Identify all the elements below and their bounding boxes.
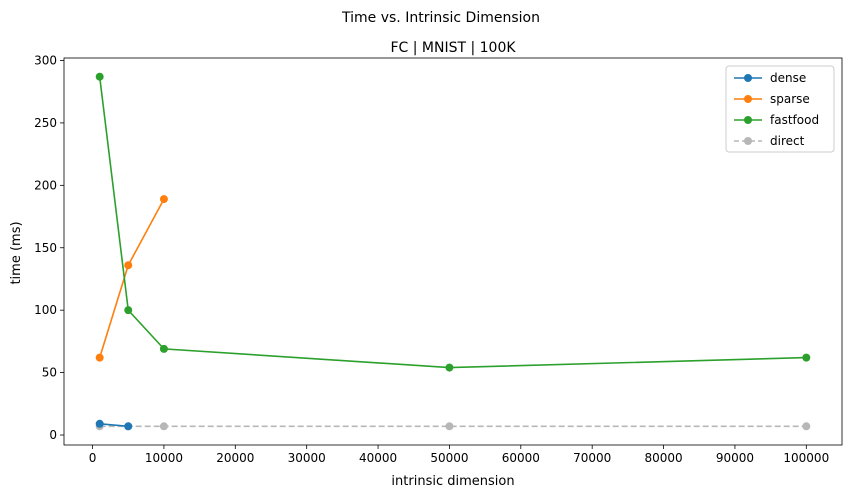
- x-tick-label: 30000: [288, 451, 326, 465]
- series-direct: [95, 422, 811, 431]
- data-point-direct: [159, 422, 168, 431]
- data-point-fastfood: [445, 363, 454, 372]
- legend-label-sparse: sparse: [770, 92, 810, 106]
- x-tick-label: 80000: [644, 451, 682, 465]
- legend-item-direct: [734, 137, 762, 145]
- series-line-sparse: [98, 198, 165, 358]
- data-point-direct: [445, 422, 454, 431]
- series-sparse: [95, 195, 168, 362]
- x-tick-label: 20000: [216, 451, 254, 465]
- legend-item-fastfood: [734, 116, 762, 124]
- plot-frame: [63, 57, 843, 446]
- y-tick-label: 250: [34, 116, 57, 130]
- x-tick-label: 40000: [359, 451, 397, 465]
- y-tick-label: 50: [42, 366, 57, 380]
- axis-ticks: 0 10000 20000 30000 40000 50000 60000 70000 8000…: [34, 53, 829, 465]
- legend-marker-fastfood: [744, 116, 752, 124]
- legend-marker-sparse: [744, 95, 752, 103]
- chart-suptitle: Time vs. Intrinsic Dimension: [341, 10, 540, 26]
- legend-item-sparse: [734, 95, 762, 103]
- x-tick-label: 0: [89, 451, 97, 465]
- series-layer: [95, 72, 811, 431]
- data-point-sparse: [124, 261, 133, 270]
- y-tick-label: 0: [49, 428, 57, 442]
- x-tick-label: 50000: [430, 451, 468, 465]
- x-tick-label: 70000: [573, 451, 611, 465]
- legend-item-dense: [734, 74, 762, 82]
- data-point-sparse: [159, 195, 168, 204]
- data-point-fastfood: [95, 72, 104, 81]
- data-point-fastfood: [802, 353, 811, 362]
- legend-marker-direct: [744, 137, 752, 145]
- x-axis-label: intrinsic dimension: [391, 474, 514, 489]
- legend: dense sparse fastfood direct: [725, 65, 835, 153]
- legend-label-fastfood: fastfood: [770, 113, 819, 127]
- y-tick-label: 150: [34, 241, 57, 255]
- series-line-dense: [99, 422, 129, 428]
- data-point-direct: [802, 422, 811, 431]
- x-tick-label: 100000: [783, 451, 829, 465]
- series-dense: [95, 419, 133, 431]
- series-line-fastfood: [98, 76, 807, 369]
- data-point-fastfood: [124, 306, 133, 315]
- data-point-dense: [95, 419, 104, 428]
- legend-box: [725, 65, 835, 153]
- legend-marker-dense: [744, 74, 752, 82]
- data-point-fastfood: [159, 344, 168, 353]
- series-fastfood: [95, 72, 811, 372]
- data-point-dense: [124, 422, 133, 431]
- y-tick-label: 200: [34, 178, 57, 192]
- y-axis-label: time (ms): [9, 221, 24, 284]
- x-tick-label: 60000: [502, 451, 540, 465]
- legend-label-direct: direct: [770, 134, 805, 148]
- x-tick-label: 90000: [716, 451, 754, 465]
- x-tick-label: 10000: [145, 451, 183, 465]
- y-tick-label: 100: [34, 303, 57, 317]
- data-point-sparse: [95, 353, 104, 362]
- chart-title: FC | MNIST | 100K: [390, 40, 516, 56]
- legend-label-dense: dense: [770, 71, 806, 85]
- y-tick-label: 300: [34, 53, 57, 67]
